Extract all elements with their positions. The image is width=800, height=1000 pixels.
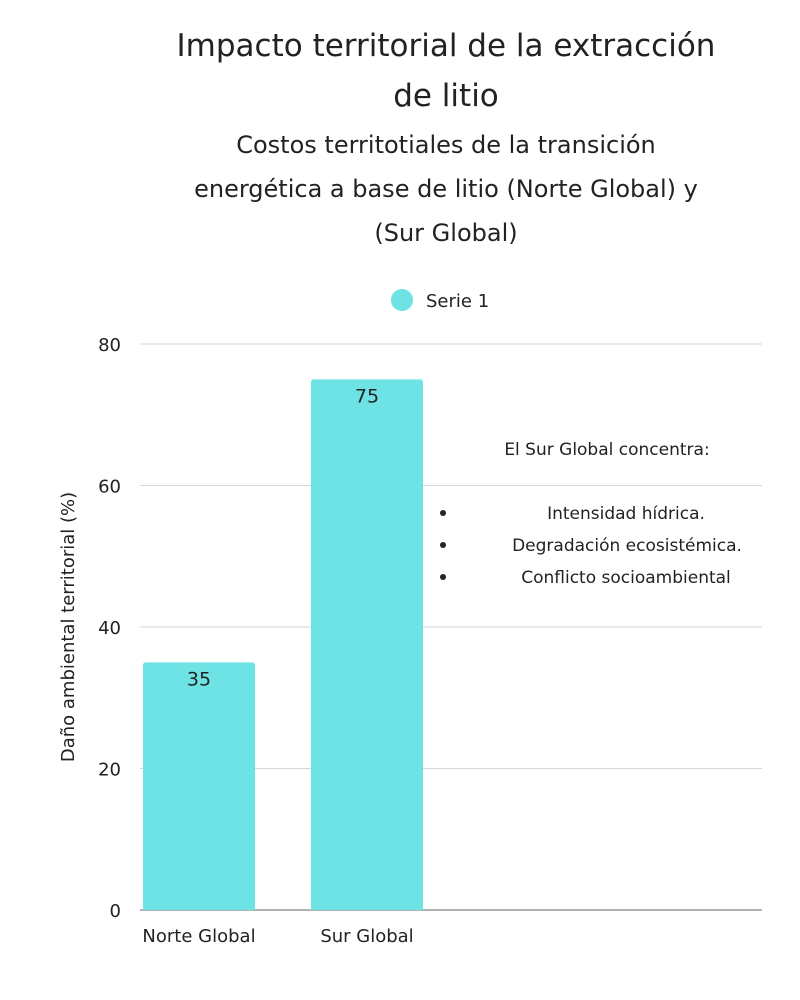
legend: Serie 1 (391, 289, 489, 312)
annotation-bullet-2: Degradación ecosistémica. (512, 536, 742, 556)
y-axis-ticks: 0 20 40 60 80 (98, 335, 121, 922)
chart-title-line-2: de litio (393, 78, 499, 114)
data-label: 35 (187, 668, 211, 690)
chart-title-line-1: Impacto territorial de la extracción (177, 28, 716, 64)
bar (311, 379, 423, 910)
x-tick-label: Norte Global (142, 926, 255, 947)
annotation-bullet-3: Conflicto socioambiental (521, 568, 731, 588)
annotation: El Sur Global concentra: Intensidad hídr… (440, 440, 742, 588)
x-axis-ticks: Norte Global Sur Global (142, 926, 413, 947)
annotation-heading: El Sur Global concentra: (504, 440, 709, 460)
bullet-icon (440, 542, 446, 548)
y-tick-label: 60 (98, 477, 121, 498)
bullet-icon (440, 574, 446, 580)
y-tick-label: 20 (98, 760, 121, 781)
data-label: 75 (355, 385, 379, 407)
bars: 35 75 (143, 379, 423, 910)
bullet-icon (440, 510, 446, 516)
x-tick-label: Sur Global (320, 926, 413, 947)
bar (143, 662, 255, 910)
chart-subtitle-line-3: (Sur Global) (374, 219, 517, 247)
y-tick-label: 80 (98, 335, 121, 356)
y-axis-label: Daño ambiental territorial (%) (58, 492, 79, 762)
chart-subtitle-line-2: energética a base de litio (Norte Global… (194, 175, 698, 203)
y-tick-label: 0 (110, 901, 121, 922)
legend-label: Serie 1 (426, 291, 489, 312)
legend-swatch (391, 289, 413, 311)
annotation-bullet-1: Intensidad hídrica. (547, 504, 705, 524)
y-tick-label: 40 (98, 618, 121, 639)
chart-subtitle-line-1: Costos territotiales de la transición (236, 131, 656, 159)
